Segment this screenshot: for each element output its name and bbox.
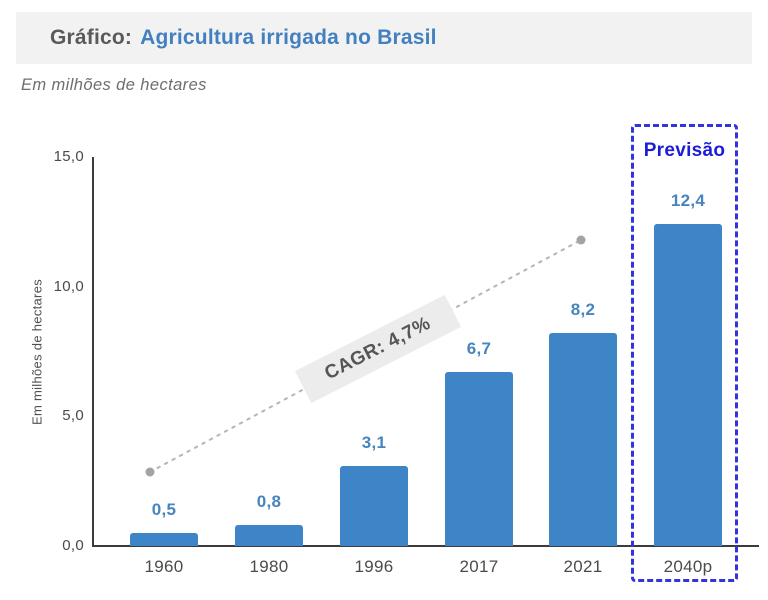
y-axis-line	[92, 157, 94, 547]
bar-2017	[445, 372, 513, 546]
y-tick-label: 5,0	[62, 407, 84, 425]
bar-2021	[549, 333, 617, 546]
x-category-label: 1980	[249, 557, 289, 576]
bar-value-label: 0,5	[151, 500, 177, 520]
chart-header: Gráfico: Agricultura irrigada no Brasil	[16, 12, 752, 64]
bar-value-label: 6,7	[466, 339, 492, 359]
y-axis-title: Em milhões de hectares	[29, 278, 45, 426]
bar-1980	[235, 525, 303, 546]
trend-start-dot	[145, 467, 155, 477]
bar-value-label: 3,1	[361, 432, 387, 452]
x-category-label: 1996	[354, 557, 394, 576]
x-category-label: 2021	[563, 557, 603, 576]
bar-value-label: 0,8	[256, 492, 282, 512]
chart-title-prefix: Gráfico:	[50, 26, 133, 49]
y-tick-label: 15,0	[53, 148, 84, 165]
y-tick-label: 0,0	[62, 537, 84, 554]
bar-1960	[130, 533, 198, 546]
x-category-label: 1960	[144, 557, 184, 576]
forecast-label: Previsão	[643, 140, 726, 161]
bar-1996	[340, 465, 408, 546]
chart-title-main: Agricultura irrigada no Brasil	[140, 26, 437, 49]
y-tick-label: 10,0	[53, 277, 84, 295]
bar-value-label: 8,2	[570, 300, 596, 320]
trend-end-dot	[576, 235, 586, 245]
chart-subtitle: Em milhões de hectares	[21, 76, 207, 94]
bar-value-label: 12,4	[670, 191, 706, 211]
forecast-box: Previsão	[631, 124, 738, 582]
x-category-label: 2040p	[663, 557, 713, 576]
cagr-label: CAGR: 4,7%	[294, 294, 462, 404]
bar-2040p	[654, 224, 722, 546]
x-category-label: 2017	[459, 557, 499, 576]
x-axis-line	[92, 545, 759, 547]
